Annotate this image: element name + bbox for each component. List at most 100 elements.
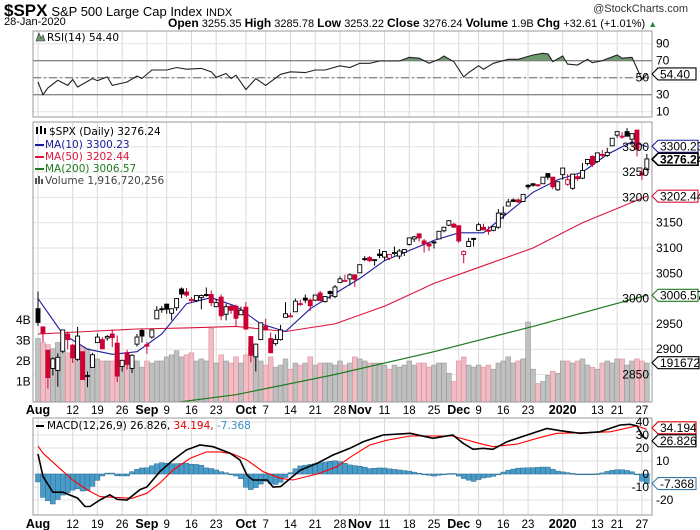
candle-body bbox=[337, 278, 343, 283]
candle-body bbox=[377, 253, 382, 257]
macd-histogram-bar bbox=[579, 473, 586, 476]
macd-histogram-bar bbox=[139, 467, 145, 475]
volume-bar bbox=[35, 338, 41, 402]
candles bbox=[35, 128, 650, 389]
candle-body bbox=[580, 170, 585, 179]
candle-body bbox=[114, 342, 120, 377]
volume-bar bbox=[579, 358, 586, 402]
volume-bar bbox=[441, 362, 447, 402]
macd-swatch bbox=[36, 425, 44, 427]
x-tick-label: 23 bbox=[522, 519, 535, 530]
volume-bar bbox=[94, 358, 101, 402]
macd-histogram-bar bbox=[74, 473, 81, 489]
candle bbox=[530, 183, 536, 187]
volume-bar bbox=[65, 352, 71, 402]
candle bbox=[307, 298, 313, 311]
candle bbox=[139, 328, 145, 343]
up-arrow-icon: ▲ bbox=[648, 19, 658, 29]
price-legend: $SPX (Daily) 3276.24 MA(10) 3300.23 MA(5… bbox=[35, 126, 165, 187]
candle bbox=[441, 226, 447, 233]
chg-value: +32.61 (+1.01%) bbox=[563, 18, 646, 30]
candle-body bbox=[288, 315, 293, 318]
candle-body bbox=[223, 306, 229, 315]
volume-bar bbox=[109, 360, 115, 402]
x-tick-label: 9 bbox=[163, 405, 169, 417]
candle-body bbox=[490, 226, 496, 231]
x-tick-label: 12 bbox=[66, 519, 79, 530]
x-tick-label: Nov bbox=[348, 403, 372, 417]
volume-bar bbox=[411, 364, 417, 402]
candle-body bbox=[243, 306, 249, 330]
macd-histogram bbox=[35, 460, 650, 505]
candle-body bbox=[292, 300, 298, 313]
candle-body bbox=[89, 354, 95, 368]
volume-bar bbox=[589, 366, 596, 402]
candle bbox=[99, 337, 105, 350]
volume-bar bbox=[530, 368, 536, 402]
x-tick-label: Sep bbox=[135, 403, 158, 417]
macd-histogram-bar bbox=[411, 471, 417, 475]
candle-body bbox=[129, 354, 135, 369]
candle-body bbox=[283, 313, 288, 318]
volume-bar bbox=[515, 360, 521, 402]
candle bbox=[302, 294, 308, 304]
candle-body bbox=[570, 173, 576, 189]
candle bbox=[585, 158, 590, 166]
candle-body bbox=[139, 330, 145, 337]
macd-histogram-bar bbox=[203, 467, 210, 475]
index-name: S&P 500 Large Cap Index bbox=[51, 4, 203, 19]
candle-body bbox=[589, 155, 595, 165]
ma50-legend-text: MA(50) 3202.44 bbox=[45, 151, 130, 163]
macd-histogram-bar bbox=[599, 472, 606, 475]
volume-bar bbox=[416, 362, 422, 402]
x-tick-label: 23 bbox=[522, 405, 535, 417]
macd-histogram-bar bbox=[347, 464, 353, 475]
x-tick-label: 16 bbox=[497, 405, 510, 417]
macd-histogram-bar bbox=[361, 466, 368, 475]
hist-tag-box bbox=[651, 477, 697, 491]
x-tick-label: 28 bbox=[334, 405, 347, 417]
candle-body bbox=[55, 356, 61, 371]
volume-bar bbox=[381, 364, 388, 402]
volume-bar bbox=[352, 356, 358, 402]
x-tick-label: Dec bbox=[447, 517, 470, 530]
low-value: 3253.22 bbox=[344, 18, 384, 30]
candle-body bbox=[238, 309, 244, 316]
chg-label: Chg bbox=[536, 16, 561, 30]
close-tag: 3276.24 bbox=[650, 152, 700, 167]
candle-body bbox=[471, 237, 477, 240]
price-tick-label: 3150 bbox=[656, 216, 683, 230]
macd-histogram-bar bbox=[584, 473, 591, 476]
candle bbox=[134, 334, 140, 347]
macd-histogram-bar bbox=[441, 473, 447, 476]
candle bbox=[273, 334, 279, 346]
candle-body bbox=[505, 201, 511, 207]
macd-line bbox=[37, 423, 648, 508]
macd-histogram-bar bbox=[555, 470, 561, 475]
ma50-tag-text: 3202.44 bbox=[660, 189, 700, 203]
ma10-tag-text: 3300.23 bbox=[660, 140, 700, 154]
volume-bar bbox=[144, 360, 150, 402]
brand-link[interactable]: @StockCharts.com bbox=[593, 3, 688, 15]
macd-histogram-bar bbox=[381, 467, 388, 475]
volume-bar bbox=[574, 360, 581, 402]
candle bbox=[109, 329, 115, 348]
candle bbox=[357, 264, 363, 274]
macd-histogram-bar bbox=[357, 466, 363, 475]
candle-body bbox=[213, 302, 219, 308]
candle-body bbox=[75, 335, 81, 360]
candle bbox=[184, 287, 189, 298]
x-tick-label: 2020 bbox=[549, 403, 577, 417]
candle bbox=[456, 225, 462, 243]
candle bbox=[471, 237, 477, 247]
candle-body bbox=[134, 336, 140, 345]
candle-body bbox=[446, 220, 452, 226]
candle bbox=[169, 308, 175, 321]
volume-bar bbox=[480, 366, 487, 402]
volume-bar bbox=[164, 356, 170, 402]
volume-bar bbox=[213, 362, 219, 402]
candle bbox=[213, 299, 219, 308]
candle-body bbox=[94, 336, 100, 344]
macd-histogram-bar bbox=[327, 461, 333, 475]
